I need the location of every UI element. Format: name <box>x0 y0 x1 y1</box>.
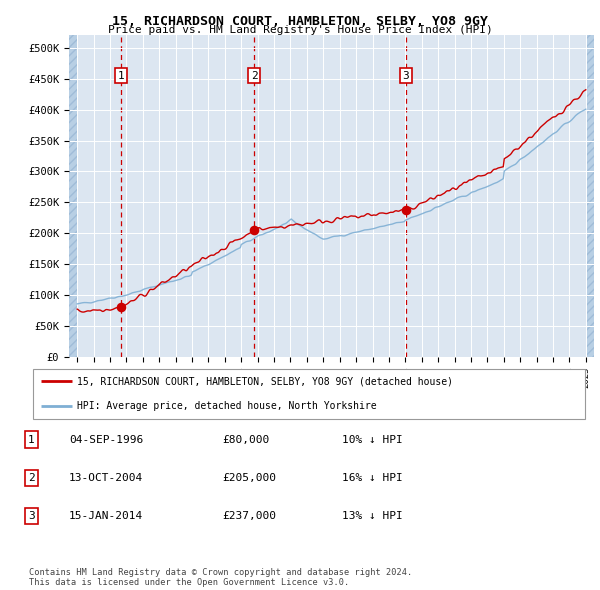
Text: 15, RICHARDSON COURT, HAMBLETON, SELBY, YO8 9GY (detached house): 15, RICHARDSON COURT, HAMBLETON, SELBY, … <box>77 376 453 386</box>
Text: 2: 2 <box>28 473 35 483</box>
Point <box>401 206 411 215</box>
Text: 13-OCT-2004: 13-OCT-2004 <box>69 473 143 483</box>
Text: Contains HM Land Registry data © Crown copyright and database right 2024.
This d: Contains HM Land Registry data © Crown c… <box>29 568 412 587</box>
Text: 16% ↓ HPI: 16% ↓ HPI <box>342 473 403 483</box>
Text: 1: 1 <box>28 435 35 444</box>
Point <box>250 225 259 235</box>
Bar <box>69 35 77 357</box>
Text: £80,000: £80,000 <box>222 435 269 444</box>
Text: 3: 3 <box>403 71 409 81</box>
Bar <box>586 35 594 357</box>
Text: 3: 3 <box>28 512 35 521</box>
Text: 13% ↓ HPI: 13% ↓ HPI <box>342 512 403 521</box>
Text: 1: 1 <box>118 71 124 81</box>
Text: 15-JAN-2014: 15-JAN-2014 <box>69 512 143 521</box>
Text: 2: 2 <box>251 71 257 81</box>
Text: Price paid vs. HM Land Registry's House Price Index (HPI): Price paid vs. HM Land Registry's House … <box>107 25 493 35</box>
Text: £205,000: £205,000 <box>222 473 276 483</box>
Text: 10% ↓ HPI: 10% ↓ HPI <box>342 435 403 444</box>
Text: 15, RICHARDSON COURT, HAMBLETON, SELBY, YO8 9GY: 15, RICHARDSON COURT, HAMBLETON, SELBY, … <box>112 15 488 28</box>
Point <box>116 303 126 312</box>
Text: £237,000: £237,000 <box>222 512 276 521</box>
FancyBboxPatch shape <box>33 369 585 419</box>
Text: 04-SEP-1996: 04-SEP-1996 <box>69 435 143 444</box>
Text: HPI: Average price, detached house, North Yorkshire: HPI: Average price, detached house, Nort… <box>77 401 377 411</box>
